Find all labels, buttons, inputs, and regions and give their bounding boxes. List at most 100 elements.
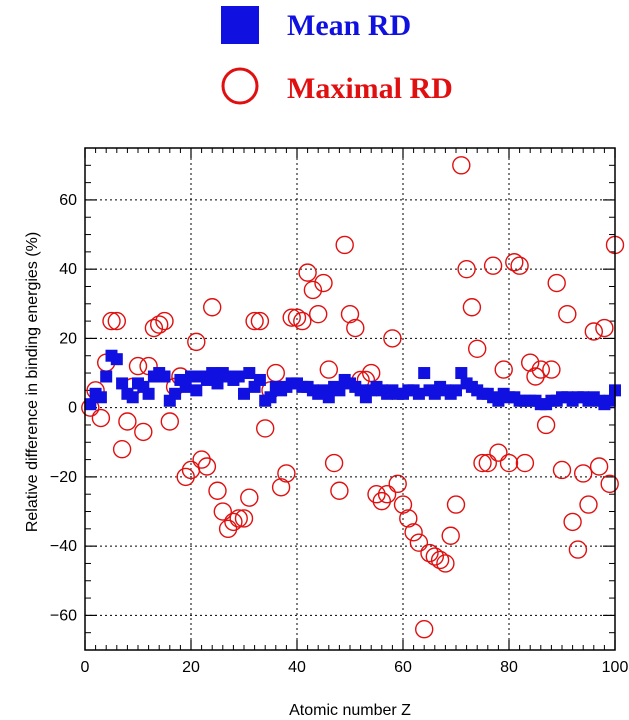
maximal-rd-point <box>367 485 386 504</box>
maximal-rd-point <box>335 235 354 255</box>
maximal-rd-point <box>420 543 439 563</box>
mean-rd-point <box>142 387 155 400</box>
maximal-rd-point <box>584 322 603 341</box>
maximal-rd-point <box>256 419 275 438</box>
maximal-rd-point <box>531 360 550 379</box>
maximal-rd-point <box>277 464 296 483</box>
maximal-rd-point <box>208 481 227 500</box>
legend: Mean RD Maximal RD <box>221 6 453 105</box>
maximal-rd-point <box>218 519 238 539</box>
mean-rd-point <box>169 387 182 400</box>
mean-rd-point <box>116 377 129 390</box>
maximal-rd-point <box>107 311 127 331</box>
mean-rd-point <box>238 387 250 400</box>
y-tick-label: 40 <box>59 261 77 278</box>
mean-rd-point <box>322 391 335 404</box>
maximal-rd-point <box>478 453 497 473</box>
y-tick-label: 0 <box>68 400 77 417</box>
y-tick-label: −40 <box>50 538 77 555</box>
maximal-rd-point <box>494 360 513 379</box>
maximal-rd-point <box>319 360 338 379</box>
maximal-rd-point <box>526 367 545 386</box>
x-tick-label: 60 <box>394 659 412 676</box>
maximal-rd-point <box>388 474 407 494</box>
legend-item-maximal-rd: Maximal RD <box>221 67 453 105</box>
maximal-rd-point <box>536 415 556 435</box>
legend-label-mean-rd: Mean RD <box>287 9 411 42</box>
y-tick-label: 20 <box>59 330 77 347</box>
maximal-rd-point <box>468 339 487 358</box>
mean-rd-point <box>450 384 462 397</box>
maximal-rd-point <box>309 304 328 324</box>
y-tick-label: −60 <box>50 607 77 624</box>
maximal-rd-point <box>399 509 418 528</box>
maximal-rd-point <box>213 502 233 521</box>
mean-rd-point <box>110 353 123 366</box>
maximal-rd-point <box>473 453 492 473</box>
maximal-rd-point <box>521 353 540 372</box>
maximal-rd-point <box>303 280 323 300</box>
plot-frame <box>84 147 616 651</box>
legend-item-mean-rd: Mean RD <box>221 6 411 44</box>
y-tick-label: 60 <box>59 192 77 209</box>
mean-rd-point <box>190 384 203 397</box>
mean-rd-point <box>84 398 97 411</box>
maximal-rd-point <box>510 256 529 275</box>
maximal-rd-point <box>91 408 111 428</box>
mean-rd-point <box>603 394 616 407</box>
maximal-rd-point <box>287 308 307 327</box>
maximal-rd-point <box>197 457 217 476</box>
maximal-rd-point <box>298 263 317 282</box>
x-tick-label: 20 <box>182 659 200 676</box>
mean-rd-point <box>264 391 277 404</box>
series-mean-rd <box>84 349 621 411</box>
maximal-rd-point <box>505 253 524 272</box>
maximal-rd-point <box>404 523 423 542</box>
maximal-rd-point <box>600 474 619 494</box>
mean-rd-point <box>211 377 224 390</box>
maximal-rd-point <box>330 481 349 500</box>
maximal-rd-point <box>250 311 270 331</box>
y-tick-label: −20 <box>50 469 77 486</box>
maximal-rd-point <box>155 311 174 331</box>
mean-rd-point <box>179 380 192 393</box>
maximal-rd-point <box>144 318 164 338</box>
maximal-rd-point <box>102 311 121 331</box>
maximal-rd-point <box>552 460 572 480</box>
maximal-rd-point <box>499 453 519 473</box>
maximal-rd-point <box>245 311 264 331</box>
maximal-rd-point <box>589 457 609 476</box>
maximal-rd-point <box>271 478 291 497</box>
maximal-rd-point <box>452 156 471 175</box>
maximal-rd-point <box>118 412 137 431</box>
mean-rd-point <box>232 370 245 383</box>
y-axis-label: Relative difference in binding energies … <box>24 232 41 532</box>
maximal-rd-point <box>128 356 148 376</box>
maximal-rd-point <box>229 509 248 528</box>
maximal-rd-point <box>430 550 450 570</box>
maximal-rd-point <box>176 467 195 487</box>
maximal-rd-point <box>240 488 259 507</box>
maximal-rd-point <box>483 256 503 275</box>
x-tick-label: 0 <box>81 659 90 676</box>
maximal-rd-point <box>340 304 360 324</box>
maximal-rd-point <box>436 554 455 573</box>
maximal-rd-point <box>112 440 132 459</box>
tick-labels: 0 20 40 60 80 100 −60 −40 −20 0 20 40 60 <box>50 192 629 676</box>
maximal-rd-point <box>446 495 466 514</box>
mean-rd-point <box>455 367 468 380</box>
x-axis-label: Atomic number Z <box>289 702 411 719</box>
mean-rd-point <box>206 367 219 380</box>
mean-rd-point <box>100 370 113 383</box>
maximal-rd-point <box>134 422 153 442</box>
mean-rd-point <box>94 391 107 404</box>
maximal-rd-point <box>234 509 254 528</box>
maximal-rd-point <box>441 526 460 545</box>
mean-rd-point <box>243 367 256 380</box>
mean-rd-point <box>253 373 266 386</box>
maximal-rd-point <box>149 315 169 334</box>
mean-rd-point <box>126 391 139 404</box>
maximal-rd-point <box>372 491 391 511</box>
maximal-rd-point <box>187 332 206 352</box>
maximal-rd-point <box>383 329 402 348</box>
